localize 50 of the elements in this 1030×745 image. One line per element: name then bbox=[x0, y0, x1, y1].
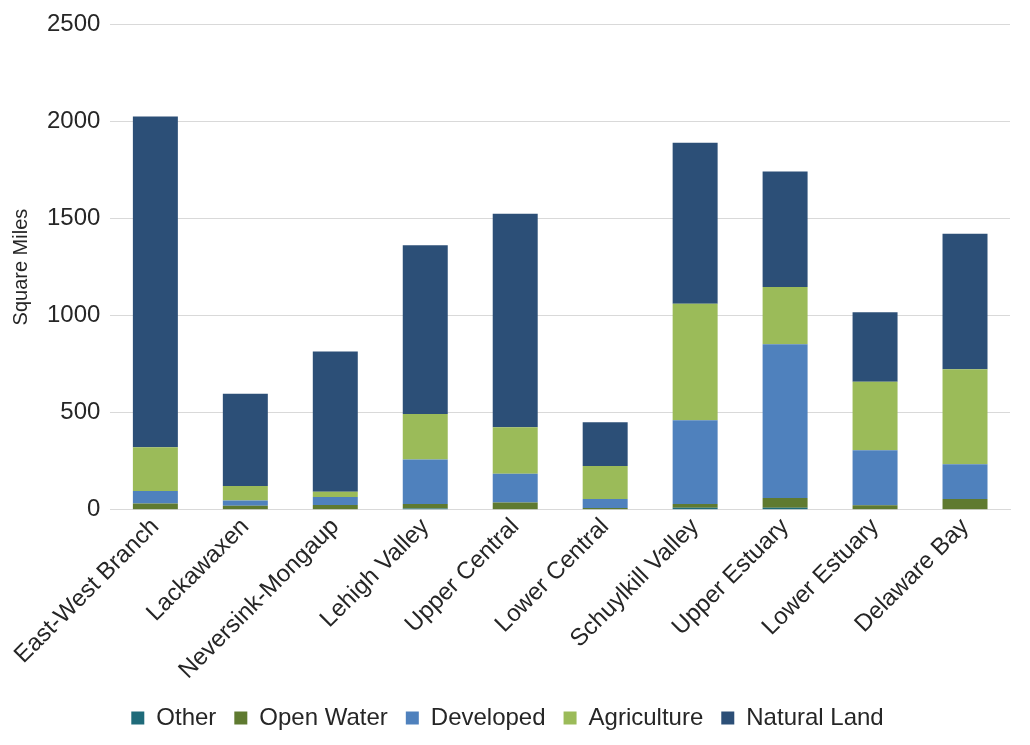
bar bbox=[132, 490, 178, 504]
bar bbox=[222, 500, 268, 506]
bar bbox=[942, 499, 988, 510]
bar bbox=[132, 447, 178, 491]
y-tick-label: 1500 bbox=[47, 203, 101, 231]
bar bbox=[222, 505, 268, 510]
bar bbox=[672, 303, 718, 421]
bar bbox=[672, 420, 718, 504]
y-tick-label: 0 bbox=[87, 494, 101, 522]
bar bbox=[942, 233, 988, 370]
bar bbox=[672, 142, 718, 304]
bar bbox=[492, 427, 538, 474]
bar bbox=[492, 213, 538, 428]
bar bbox=[852, 450, 898, 506]
bar bbox=[312, 491, 358, 497]
legend-label: Natural Land bbox=[746, 702, 884, 730]
legend-label: Open Water bbox=[259, 702, 388, 730]
bar bbox=[852, 312, 898, 382]
y-tick-label: 1000 bbox=[47, 300, 101, 328]
bar bbox=[582, 499, 628, 509]
y-axis-title: Square Miles bbox=[8, 208, 31, 326]
bar bbox=[132, 116, 178, 448]
bar bbox=[402, 414, 448, 460]
bar bbox=[402, 245, 448, 415]
legend-label: Developed bbox=[430, 702, 546, 730]
bar bbox=[762, 497, 808, 508]
bar bbox=[492, 473, 538, 503]
bar bbox=[852, 505, 898, 510]
y-tick-label: 2500 bbox=[47, 9, 101, 37]
y-tick-label: 2000 bbox=[47, 106, 101, 134]
y-tick-label: 500 bbox=[60, 397, 101, 425]
bar bbox=[672, 503, 718, 508]
bar bbox=[222, 485, 268, 501]
bar bbox=[312, 504, 358, 510]
bar bbox=[402, 503, 448, 509]
bar bbox=[762, 344, 808, 498]
bar bbox=[222, 393, 268, 486]
bar bbox=[582, 466, 628, 500]
bar bbox=[492, 502, 538, 510]
bar bbox=[582, 422, 628, 467]
bar bbox=[942, 369, 988, 465]
bar bbox=[942, 464, 988, 500]
bar bbox=[762, 171, 808, 288]
bar bbox=[762, 287, 808, 345]
legend-label: Agriculture bbox=[588, 702, 704, 730]
legend-label: Other bbox=[156, 702, 217, 730]
bar bbox=[402, 459, 448, 504]
bar bbox=[312, 496, 358, 505]
bar bbox=[312, 351, 358, 492]
bar bbox=[852, 381, 898, 451]
